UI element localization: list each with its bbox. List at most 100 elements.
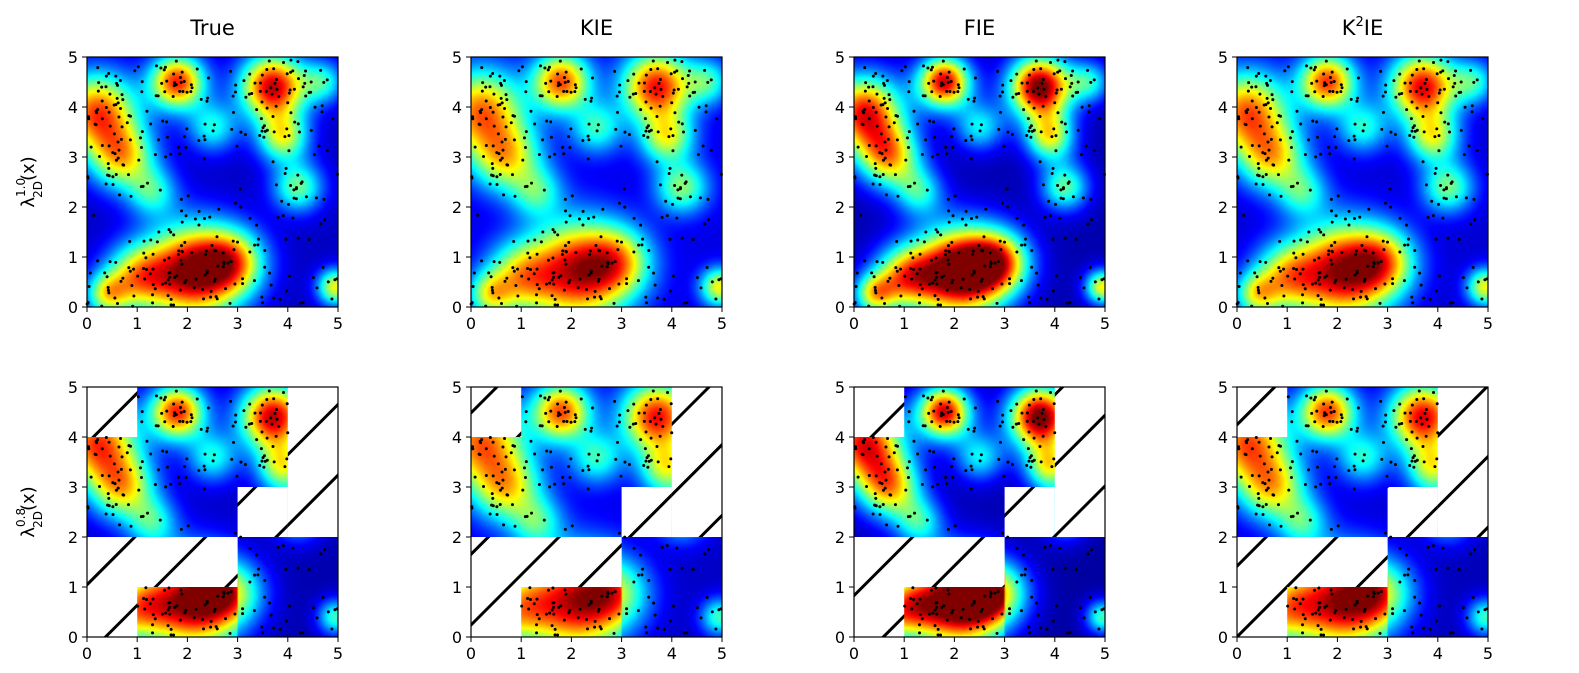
data-point — [1322, 72, 1326, 76]
data-point — [274, 183, 278, 187]
data-point — [1316, 278, 1320, 282]
data-point — [558, 389, 562, 393]
data-point — [1054, 202, 1058, 206]
data-point — [1045, 627, 1049, 631]
data-point — [214, 625, 218, 629]
data-point — [1329, 588, 1333, 592]
data-point — [1283, 69, 1287, 73]
data-point — [111, 481, 115, 485]
data-point — [1040, 81, 1044, 85]
data-point — [177, 145, 181, 149]
data-point — [1469, 222, 1473, 226]
data-point — [108, 124, 112, 128]
data-point — [578, 277, 582, 281]
y-tick-label: 0 — [452, 298, 462, 317]
data-point — [883, 140, 887, 144]
data-point — [619, 474, 623, 478]
data-point — [1315, 450, 1319, 454]
data-point — [950, 240, 954, 244]
data-point — [1299, 452, 1303, 456]
data-point — [484, 144, 488, 148]
data-point — [1313, 420, 1317, 424]
data-point — [1328, 405, 1332, 409]
data-point — [1039, 296, 1043, 300]
data-point — [1262, 132, 1266, 136]
data-point — [504, 93, 508, 97]
data-point — [535, 631, 539, 635]
data-point — [140, 80, 144, 84]
data-point — [239, 535, 243, 539]
data-point — [950, 465, 954, 469]
data-point — [1379, 69, 1383, 73]
data-point — [487, 271, 491, 275]
data-point — [185, 90, 189, 94]
data-point — [1292, 239, 1296, 243]
data-point — [1413, 248, 1417, 252]
data-point — [541, 138, 545, 142]
data-point — [864, 81, 868, 85]
data-point — [653, 283, 657, 287]
data-point — [612, 301, 616, 305]
data-point — [1023, 243, 1027, 247]
data-point — [496, 462, 500, 466]
data-point — [1381, 94, 1385, 98]
data-point — [888, 276, 892, 280]
data-point — [154, 64, 158, 68]
data-point — [642, 411, 646, 415]
data-point — [620, 240, 624, 244]
data-point — [258, 89, 262, 93]
data-point — [1339, 413, 1343, 417]
data-point — [940, 275, 944, 279]
data-point — [1415, 128, 1419, 132]
data-point — [1017, 91, 1021, 95]
data-point — [174, 59, 178, 63]
data-point — [1325, 274, 1329, 278]
data-point — [873, 492, 877, 496]
data-point — [1056, 58, 1060, 62]
data-point — [573, 420, 577, 424]
data-point — [903, 274, 907, 278]
data-point — [157, 468, 161, 472]
data-point — [106, 492, 110, 496]
data-point — [1347, 209, 1351, 213]
data-point — [888, 163, 892, 167]
data-point — [1365, 627, 1369, 631]
data-point — [1020, 573, 1024, 577]
data-point — [1290, 80, 1294, 84]
data-point — [587, 122, 591, 126]
data-point — [1380, 127, 1384, 131]
data-point — [939, 72, 943, 76]
data-point — [618, 531, 622, 535]
data-point — [879, 132, 883, 136]
data-point — [1470, 104, 1474, 108]
data-point — [535, 597, 539, 601]
data-point — [1275, 121, 1279, 125]
data-point — [107, 496, 111, 500]
data-point — [179, 410, 183, 414]
data-point — [203, 138, 207, 142]
data-point — [1307, 230, 1311, 234]
data-point — [1398, 546, 1402, 550]
data-point — [492, 454, 496, 458]
data-point — [262, 454, 266, 458]
data-point — [258, 419, 262, 423]
data-point — [512, 468, 516, 472]
data-point — [653, 416, 657, 420]
data-point — [1054, 91, 1058, 95]
data-point — [1318, 282, 1322, 286]
data-point — [1063, 236, 1067, 240]
data-point — [172, 84, 176, 88]
data-point — [562, 89, 566, 93]
data-point — [569, 420, 573, 424]
data-point — [1400, 421, 1404, 425]
data-point — [656, 296, 660, 300]
data-point — [167, 586, 171, 590]
y-tick-label: 4 — [1218, 98, 1228, 117]
data-point — [939, 633, 943, 637]
data-point — [1317, 601, 1321, 605]
data-point — [1022, 223, 1026, 227]
data-point — [899, 267, 903, 271]
data-point — [1278, 269, 1282, 273]
data-point — [197, 209, 201, 213]
data-point — [878, 481, 882, 485]
